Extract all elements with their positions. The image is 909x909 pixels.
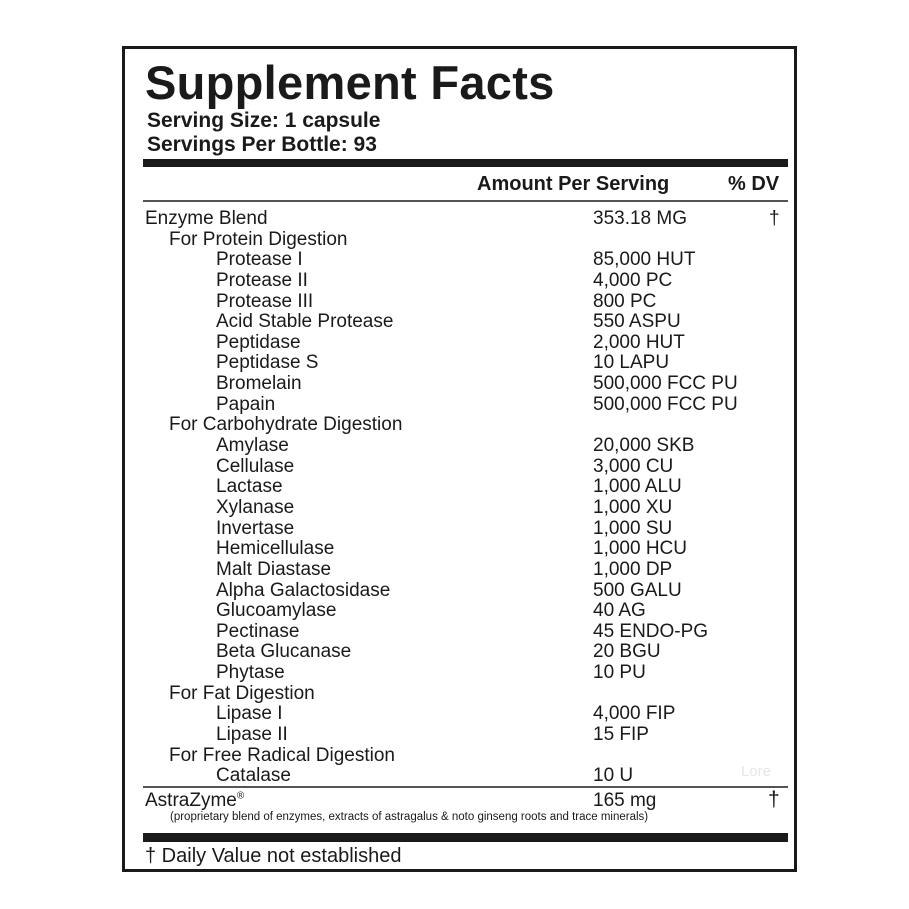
- ingredient-name: Papain: [216, 393, 276, 415]
- ingredient-name: Alpha Galactosidase: [216, 579, 391, 601]
- thick-divider-bottom: [143, 833, 788, 842]
- supplement-facts-label: Supplement Facts Serving Size: 1 capsule…: [122, 46, 797, 872]
- ingredient-amount: 40 AG: [593, 600, 646, 622]
- ingredient-name: Protease III: [216, 290, 314, 312]
- astrazyme-name: AstraZyme®: [145, 790, 245, 811]
- ingredient-name: Protease I: [216, 249, 303, 271]
- ingredient-name: For Fat Digestion: [169, 682, 315, 704]
- ingredient-row: Cellulase 3,000 CU: [145, 455, 786, 478]
- ingredient-name: Amylase: [216, 435, 289, 457]
- footnote: † Daily Value not established: [145, 845, 402, 867]
- ingredient-name: Acid Stable Protease: [216, 311, 394, 333]
- ingredient-row: Phytase 10 PU: [145, 662, 786, 684]
- ingredient-name: Enzyme Blend: [145, 208, 268, 229]
- ingredient-row: Protease I 85,000 HUT: [145, 250, 786, 271]
- ingredient-amount: 2,000 HUT: [593, 331, 685, 353]
- serving-size: Serving Size: 1 capsule: [147, 109, 381, 132]
- ingredient-amount: 500,000 FCC PU: [593, 393, 738, 415]
- servings-per-bottle: Servings Per Bottle: 93: [147, 133, 377, 156]
- ingredient-row: Lipase II 15 FIP: [145, 724, 786, 746]
- section-heading: For Fat Digestion: [145, 682, 786, 705]
- ingredient-name: Catalase: [216, 765, 291, 787]
- ingredient-list: Enzyme Blend 353.18 MG † For Protein Digest…: [145, 208, 786, 787]
- ingredient-name: Lactase: [216, 476, 283, 498]
- ingredient-name: For Protein Digestion: [169, 228, 348, 250]
- ingredient-row: Beta Glucanase 20 BGU: [145, 642, 786, 663]
- ingredient-amount: 20 BGU: [593, 641, 661, 663]
- ingredient-amount: 4,000 FIP: [593, 703, 676, 725]
- section-heading: For Carbohydrate Digestion: [145, 415, 786, 436]
- label-title: Supplement Facts: [145, 56, 555, 109]
- watermark: Lore: [741, 763, 772, 780]
- ingredient-row: Alpha Galactosidase 500 GALU: [145, 579, 786, 602]
- ingredient-row: Peptidase 2,000 HUT: [145, 331, 786, 354]
- ingredient-amount: 45 ENDO-PG: [593, 620, 709, 642]
- ingredient-amount: 800 PC: [593, 290, 657, 312]
- astrazyme-note: (proprietary blend of enzymes, extracts …: [170, 811, 649, 823]
- ingredient-amount: 1,000 DP: [593, 558, 673, 580]
- ingredient-amount: 20,000 SKB: [593, 435, 695, 457]
- ingredient-name: Pectinase: [216, 620, 300, 642]
- ingredient-name: Lipase II: [216, 724, 288, 746]
- ingredient-row: Bromelain 500,000 FCC PU: [145, 373, 786, 395]
- ingredient-amount: 550 ASPU: [593, 311, 681, 333]
- thick-divider: [143, 159, 788, 167]
- dv-header: % DV: [728, 173, 780, 195]
- row-divider: [143, 786, 788, 788]
- ingredient-row: Peptidase S 10 LAPU: [145, 353, 786, 374]
- ingredient-amount: 1,000 SU: [593, 517, 673, 539]
- section-heading: For Protein Digestion: [145, 228, 786, 251]
- ingredient-name: Protease II: [216, 269, 308, 291]
- ingredient-name: Peptidase: [216, 331, 301, 353]
- ingredient-name: Phytase: [216, 662, 285, 684]
- ingredient-name: For Carbohydrate Digestion: [169, 414, 403, 436]
- ingredient-name: Invertase: [216, 517, 295, 539]
- ingredient-amount: 3,000 CU: [593, 455, 674, 477]
- ingredient-amount: 10 PU: [593, 662, 646, 684]
- ingredient-row: Papain 500,000 FCC PU: [145, 393, 786, 416]
- section-heading: For Free Radical Digestion: [145, 744, 786, 767]
- ingredient-row: Amylase 20,000 SKB: [145, 435, 786, 457]
- ingredient-row: Enzyme Blend 353.18 MG †: [145, 208, 786, 230]
- ingredient-row: Lipase I 4,000 FIP: [145, 704, 786, 725]
- ingredient-name: Lipase I: [216, 703, 283, 725]
- ingredient-amount: 1,000 HCU: [593, 538, 687, 560]
- ingredient-row: Catalase 10 U: [145, 766, 786, 787]
- ingredient-row: Lactase 1,000 ALU: [145, 477, 786, 498]
- ingredient-row: Protease II 4,000 PC: [145, 269, 786, 292]
- ingredient-amount: 10 LAPU: [593, 352, 670, 374]
- header-divider: [143, 200, 788, 202]
- ingredient-name: Cellulase: [216, 455, 295, 477]
- ingredient-name: Hemicellulase: [216, 538, 335, 560]
- ingredient-amount: 85,000 HUT: [593, 249, 696, 271]
- ingredient-amount: 10 U: [593, 765, 634, 787]
- ingredient-row: Pectinase 45 ENDO-PG: [145, 620, 786, 643]
- ingredient-row: Hemicellulase 1,000 HCU: [145, 539, 786, 560]
- ingredient-amount: 1,000 ALU: [593, 476, 682, 498]
- ingredient-dv: †: [769, 208, 780, 229]
- ingredient-name: Peptidase S: [216, 352, 319, 374]
- ingredient-row: Protease III 800 PC: [145, 290, 786, 313]
- ingredient-amount: 500 GALU: [593, 579, 682, 601]
- ingredient-amount: 1,000 XU: [593, 496, 673, 518]
- ingredient-amount: 353.18 MG: [593, 208, 687, 229]
- ingredient-name: Beta Glucanase: [216, 641, 352, 663]
- ingredient-row: Glucoamylase 40 AG: [145, 601, 786, 622]
- ingredient-name: For Free Radical Digestion: [169, 744, 395, 766]
- ingredient-amount: 15 FIP: [593, 724, 649, 746]
- ingredient-row: Acid Stable Protease 550 ASPU: [145, 312, 786, 333]
- ingredient-row: Xylanase 1,000 XU: [145, 496, 786, 519]
- ingredient-name: Bromelain: [216, 373, 302, 395]
- ingredient-amount: 500,000 FCC PU: [593, 373, 738, 395]
- ingredient-name: Xylanase: [216, 496, 295, 518]
- ingredient-row: Malt Diastase 1,000 DP: [145, 558, 786, 581]
- ingredient-row: Invertase 1,000 SU: [145, 517, 786, 540]
- astrazyme-dv: †: [768, 788, 780, 811]
- amount-header: Amount Per Serving: [477, 173, 670, 195]
- astrazyme-amount: 165 mg: [593, 790, 657, 811]
- ingredient-amount: 4,000 PC: [593, 269, 673, 291]
- ingredient-name: Glucoamylase: [216, 600, 337, 622]
- ingredient-name: Malt Diastase: [216, 558, 332, 580]
